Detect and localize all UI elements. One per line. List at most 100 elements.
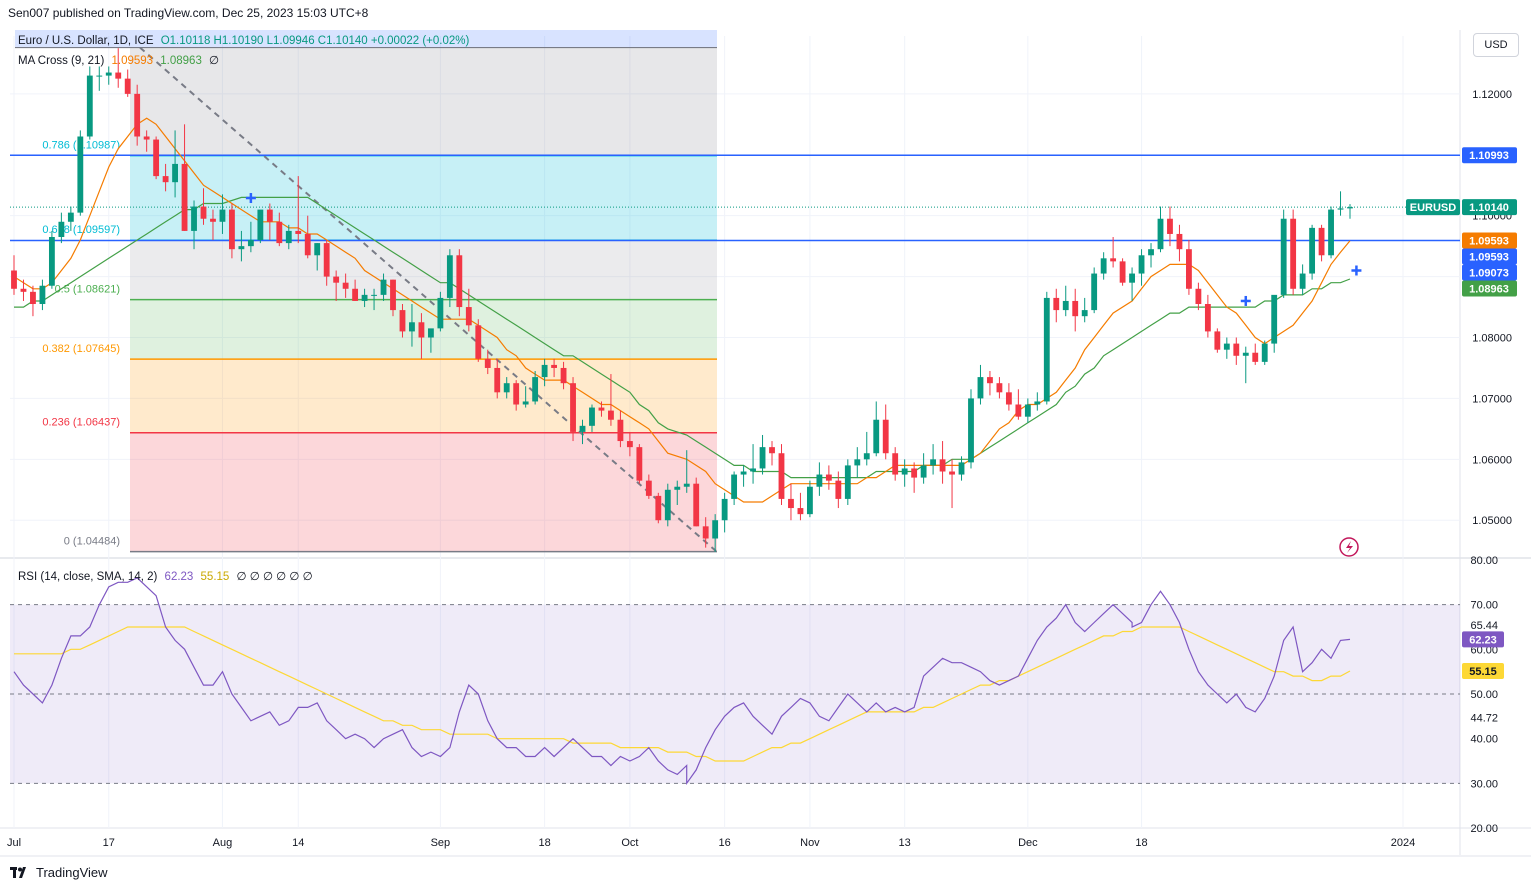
candle	[1148, 243, 1154, 268]
candle	[1242, 346, 1249, 384]
candle	[949, 459, 955, 509]
time-tick-label: Nov	[800, 837, 820, 849]
candle	[854, 447, 861, 478]
candle	[617, 410, 624, 448]
candle	[664, 483, 671, 527]
candle	[285, 224, 292, 250]
price-axis-label-text: 1.09593	[1469, 251, 1509, 263]
candle-body	[598, 407, 605, 411]
candle-body	[1081, 310, 1088, 317]
time-tick-label: 13	[899, 837, 911, 849]
candle	[58, 212, 65, 244]
candle	[541, 358, 548, 387]
candle-body	[740, 471, 747, 475]
candle	[1214, 328, 1221, 353]
price-axis-label-text: 1.10140	[1469, 202, 1509, 214]
candle	[475, 319, 482, 362]
ma-legend[interactable]: MA Cross (9, 21) 1.09593 1.08963 ∅	[18, 53, 223, 67]
candle	[1100, 252, 1107, 280]
price-tick-label: 1.05000	[1472, 515, 1512, 527]
tradingview-logo-icon	[10, 866, 26, 878]
rsi-axis-label-text: 55.15	[1469, 666, 1497, 678]
candle-body	[1091, 273, 1098, 311]
candle-body	[418, 322, 425, 338]
rsi-value: 62.23	[164, 571, 194, 583]
candle	[200, 188, 207, 225]
candle-body	[769, 447, 775, 454]
candle	[626, 431, 633, 457]
candle	[693, 477, 700, 527]
footer-brand[interactable]: TradingView	[36, 865, 108, 880]
candle-body	[1328, 209, 1334, 256]
grid	[0, 30, 1531, 857]
fib-zone	[130, 155, 717, 241]
fib-zone	[130, 359, 717, 433]
candle-body	[304, 233, 311, 256]
candle	[930, 444, 937, 475]
candle-body	[30, 291, 36, 305]
candle-body	[645, 480, 652, 496]
candle-body	[882, 419, 889, 454]
candle-body	[816, 474, 823, 487]
symbol-name[interactable]: Euro / U.S. Dollar, 1D, ICE	[18, 35, 154, 47]
candle	[636, 444, 643, 484]
rsi-legend[interactable]: RSI (14, close, SMA, 14, 2) 62.23 55.15 …	[18, 569, 317, 583]
price-axis-label-text: 1.08963	[1469, 283, 1509, 295]
time-tick-label: Oct	[621, 837, 638, 849]
candle	[238, 230, 245, 262]
candle-body	[67, 212, 74, 222]
candle-body	[1186, 249, 1192, 289]
candle	[1034, 392, 1041, 411]
candle	[1024, 398, 1031, 423]
candle-body	[1271, 294, 1278, 344]
candle-body	[1043, 297, 1050, 402]
candle-body	[115, 72, 122, 79]
candle-body	[806, 486, 813, 515]
candle-body	[437, 297, 444, 329]
candle-body	[153, 139, 160, 177]
ma-label: MA Cross (9, 21)	[18, 55, 105, 67]
candle-body	[1261, 343, 1268, 362]
symbol-axis-tag: EURUSD	[1406, 199, 1460, 216]
candle-body	[560, 367, 567, 384]
candle-body	[285, 230, 292, 244]
symbol-legend: Euro / U.S. Dollar, 1D, ICE O1.10118 H1.…	[18, 35, 473, 47]
price-tick-label: 1.08000	[1472, 333, 1512, 345]
candle	[229, 203, 235, 259]
candle	[1053, 288, 1060, 323]
candle-body	[1062, 300, 1069, 311]
footer: TradingView	[10, 865, 108, 880]
candle-body	[342, 282, 349, 289]
candle-body	[664, 489, 671, 521]
time-tick-label: Jul	[7, 837, 21, 849]
candle-body	[134, 93, 141, 137]
currency-button[interactable]: USD	[1473, 33, 1519, 57]
candle-body	[105, 72, 112, 76]
price-axis-label: 1.08963	[1462, 280, 1517, 297]
candle	[759, 434, 766, 475]
candle-body	[1110, 258, 1117, 262]
candle-body	[579, 425, 586, 432]
candle	[996, 377, 1003, 399]
price-axis-label-text: 1.09593	[1469, 235, 1509, 247]
candle-body	[1034, 401, 1041, 405]
candle-body	[247, 240, 254, 247]
candle-body	[143, 136, 150, 140]
time-tick-label: 18	[538, 837, 550, 849]
candle-body	[1138, 255, 1145, 274]
candle	[1110, 237, 1117, 268]
candle-body	[1223, 343, 1230, 350]
candle	[968, 389, 974, 469]
time-tick-label: 18	[1135, 837, 1147, 849]
candle-body	[456, 255, 463, 308]
candle-body	[200, 206, 207, 219]
candle	[901, 459, 908, 487]
candle	[96, 66, 103, 91]
candle	[958, 456, 965, 481]
fib-level-label: 0.618 (1.09597)	[42, 224, 120, 236]
candle	[172, 130, 178, 198]
time-tick-label: 16	[719, 837, 731, 849]
fib-level-label: 0.5 (1.08621)	[55, 284, 120, 296]
candle-body	[750, 468, 756, 472]
